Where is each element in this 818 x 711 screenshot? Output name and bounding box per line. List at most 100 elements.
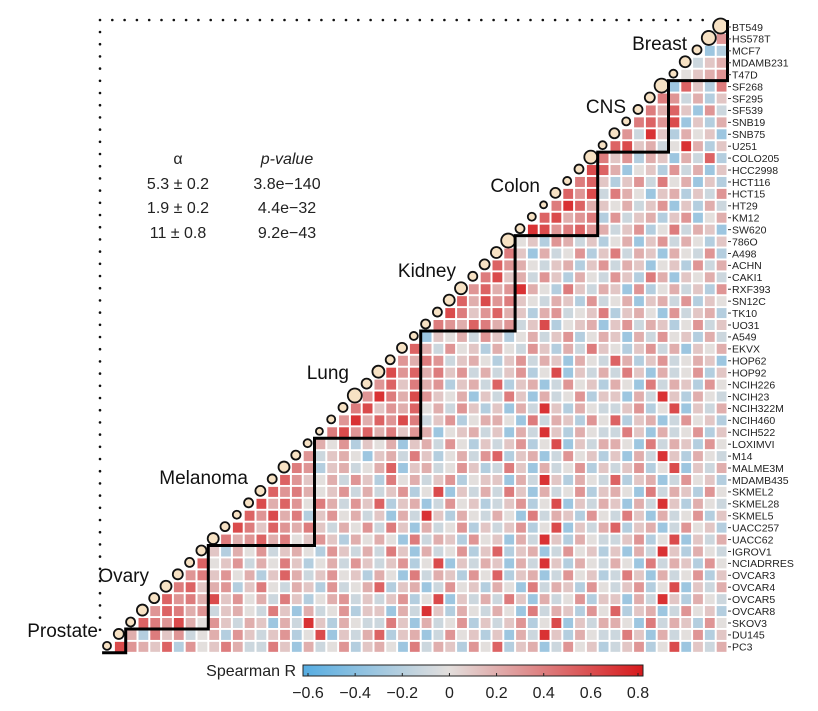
heatmap-cell bbox=[291, 618, 302, 628]
heatmap-cell bbox=[480, 486, 491, 497]
heatmap-cell bbox=[350, 403, 361, 414]
frame-dot bbox=[98, 177, 102, 180]
heatmap-cell bbox=[634, 606, 644, 617]
heatmap-cell bbox=[457, 463, 467, 474]
heatmap-cell bbox=[551, 606, 562, 617]
heatmap-cell bbox=[386, 451, 397, 462]
heatmap-cell bbox=[398, 439, 408, 450]
heatmap-cell bbox=[716, 439, 727, 450]
frame-dot bbox=[553, 18, 557, 22]
heatmap-cell bbox=[586, 522, 597, 533]
heatmap-cell bbox=[162, 606, 172, 617]
heatmap-cell bbox=[468, 403, 479, 414]
heatmap-cell bbox=[563, 582, 574, 593]
heatmap-cell bbox=[681, 200, 692, 211]
heatmap-cell bbox=[504, 534, 515, 545]
heatmap-cell bbox=[634, 558, 644, 569]
heatmap-cell bbox=[386, 474, 397, 485]
heatmap-cell bbox=[386, 582, 397, 593]
heatmap-cell bbox=[716, 212, 727, 223]
heatmap-cell bbox=[634, 236, 644, 247]
heatmap-cell bbox=[598, 248, 609, 259]
heatmap-cell bbox=[716, 629, 727, 640]
heatmap-cell bbox=[386, 391, 397, 402]
heatmap-cell bbox=[386, 367, 397, 378]
heatmap-cell bbox=[669, 308, 680, 319]
heatmap-cell bbox=[504, 451, 515, 462]
heatmap-cell bbox=[527, 343, 538, 354]
heatmap-cell bbox=[516, 260, 526, 271]
heatmap-cell bbox=[575, 439, 585, 450]
heatmap-cell bbox=[445, 522, 456, 533]
heatmap-cell bbox=[504, 594, 515, 605]
heatmap-cell bbox=[669, 486, 680, 497]
heatmap-cell bbox=[693, 188, 703, 199]
heatmap-cell bbox=[622, 200, 633, 211]
heatmap-cell bbox=[575, 260, 585, 271]
heatmap-cell bbox=[551, 570, 562, 581]
heatmap-cell bbox=[516, 534, 526, 545]
heatmap-cell bbox=[527, 403, 538, 414]
heatmap-cell bbox=[350, 618, 361, 628]
heatmap-cell bbox=[586, 594, 597, 605]
heatmap-cell bbox=[468, 582, 479, 593]
heatmap-cell bbox=[539, 296, 550, 307]
heatmap-cell bbox=[256, 498, 267, 509]
heatmap-cell bbox=[693, 582, 703, 593]
heatmap-cell bbox=[398, 582, 408, 593]
heatmap-cell bbox=[657, 165, 668, 176]
heatmap-cell bbox=[150, 629, 161, 640]
heatmap-cell bbox=[339, 534, 349, 545]
heatmap-cell bbox=[468, 606, 479, 617]
heatmap-cell bbox=[291, 570, 302, 581]
frame-dot bbox=[98, 384, 102, 388]
heatmap-cell bbox=[598, 582, 609, 593]
heatmap-cell bbox=[681, 188, 692, 199]
heatmap-cell bbox=[704, 606, 715, 617]
heatmap-cell bbox=[693, 486, 703, 497]
heatmap-cell bbox=[693, 248, 703, 259]
heatmap-cell bbox=[280, 594, 290, 605]
diagonal-circle bbox=[549, 186, 562, 199]
diagonal-circle bbox=[195, 544, 208, 557]
heatmap-cell bbox=[504, 415, 515, 426]
frame-dot bbox=[221, 18, 225, 22]
heatmap-cell bbox=[669, 463, 680, 474]
heatmap-cell bbox=[362, 439, 373, 450]
heatmap-cell bbox=[539, 629, 550, 640]
heatmap-cell bbox=[539, 355, 550, 366]
heatmap-cell bbox=[374, 391, 385, 402]
stats-table: α p-value 5.3 ± 0.2 3.8e−140 1.9 ± 0.2 4… bbox=[147, 151, 321, 242]
diagonal-circle bbox=[420, 318, 432, 330]
heatmap-cell bbox=[634, 367, 644, 378]
heatmap-cell bbox=[704, 629, 715, 640]
heatmap-cell bbox=[645, 260, 656, 271]
heatmap-cell bbox=[504, 570, 515, 581]
heatmap-cell bbox=[339, 427, 349, 438]
heatmap-cell bbox=[586, 403, 597, 414]
heatmap-cell bbox=[480, 606, 491, 617]
heatmap-cell bbox=[645, 212, 656, 223]
heatmap-cell bbox=[586, 176, 597, 187]
heatmap-cell bbox=[291, 534, 302, 545]
heatmap-cell bbox=[197, 558, 208, 569]
heatmap-cell bbox=[457, 451, 467, 462]
heatmap-cell bbox=[598, 391, 609, 402]
heatmap-cell bbox=[598, 236, 609, 247]
heatmap-cell bbox=[468, 439, 479, 450]
heatmap-cell bbox=[362, 582, 373, 593]
heatmap-cell bbox=[327, 641, 338, 652]
heatmap-cell bbox=[162, 629, 172, 640]
heatmap-cell bbox=[516, 510, 526, 521]
row-label: DU145 bbox=[732, 630, 765, 642]
heatmap-cell bbox=[457, 391, 467, 402]
heatmap-cell bbox=[445, 582, 456, 593]
heatmap-cell bbox=[468, 296, 479, 307]
heatmap-cell bbox=[669, 546, 680, 557]
heatmap-cell bbox=[409, 379, 420, 390]
row-label: SKMEL2 bbox=[732, 487, 774, 499]
heatmap-cell bbox=[704, 212, 715, 223]
heatmap-cell bbox=[575, 534, 585, 545]
diagonal-circle bbox=[668, 68, 679, 79]
heatmap-cell bbox=[480, 546, 491, 557]
